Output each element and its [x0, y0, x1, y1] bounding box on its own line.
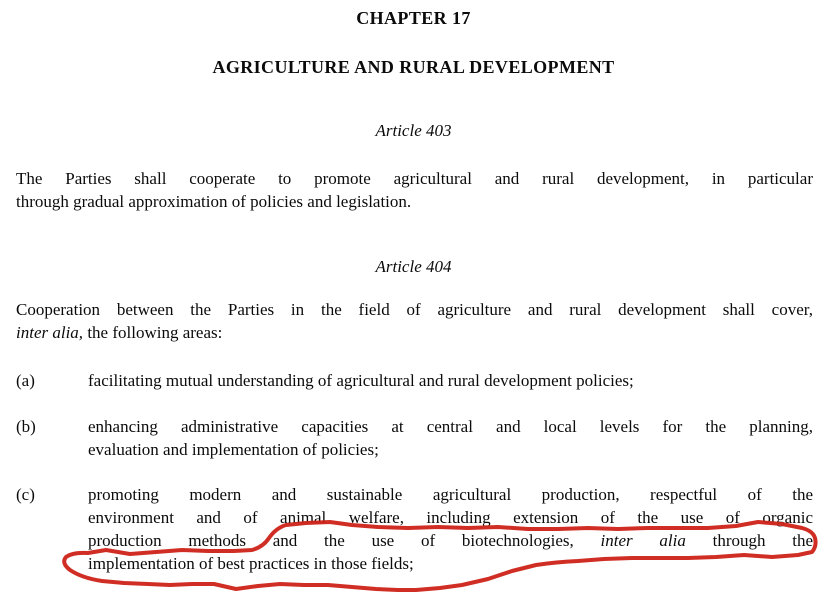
- article-403-heading: Article 403: [375, 121, 452, 140]
- article-404-heading: Article 404: [375, 257, 452, 276]
- document-title: AGRICULTURE AND RURAL DEVELOPMENT: [212, 57, 615, 77]
- inter-alia-phrase: inter alia: [600, 531, 686, 550]
- text-line: production methods and the use of biotec…: [88, 529, 813, 552]
- text-segment: production methods and the use of biotec…: [88, 531, 601, 550]
- text-line: through gradual approximation of policie…: [16, 192, 412, 211]
- text-line: implementation of best practices in thos…: [88, 554, 414, 573]
- item-label: (b): [16, 417, 36, 436]
- item-label: (a): [16, 371, 35, 390]
- text-line: promoting modern and sustainable agricul…: [88, 485, 813, 504]
- text-line: environment and of animal welfare, inclu…: [88, 508, 813, 527]
- item-text: enhancing administrative capacities at c…: [88, 415, 813, 461]
- article-403-body: The Parties shall cooperate to promote a…: [16, 167, 813, 213]
- chapter-heading: CHAPTER 17: [356, 8, 471, 28]
- text-line: facilitating mutual understanding of agr…: [88, 371, 634, 390]
- text-segment: the following areas:: [83, 323, 223, 342]
- list-item-a: (a) facilitating mutual understanding of…: [16, 369, 813, 392]
- item-text: facilitating mutual understanding of agr…: [88, 369, 813, 392]
- item-label: (c): [16, 485, 35, 504]
- text-segment: through the: [685, 531, 813, 550]
- text-line: evaluation and implementation of policie…: [88, 440, 379, 459]
- text-line: inter alia, the following areas:: [16, 321, 813, 344]
- list-item-b: (b) enhancing administrative capacities …: [16, 415, 813, 461]
- text-line: The Parties shall cooperate to promote a…: [16, 169, 813, 188]
- list-item-c: (c) promoting modern and sustainable agr…: [16, 483, 813, 575]
- item-text: promoting modern and sustainable agricul…: [88, 483, 813, 575]
- article-404-intro: Cooperation between the Parties in the f…: [16, 298, 813, 344]
- text-line: enhancing administrative capacities at c…: [88, 417, 813, 436]
- inter-alia-phrase: inter alia,: [16, 323, 84, 342]
- text-line: Cooperation between the Parties in the f…: [16, 300, 813, 319]
